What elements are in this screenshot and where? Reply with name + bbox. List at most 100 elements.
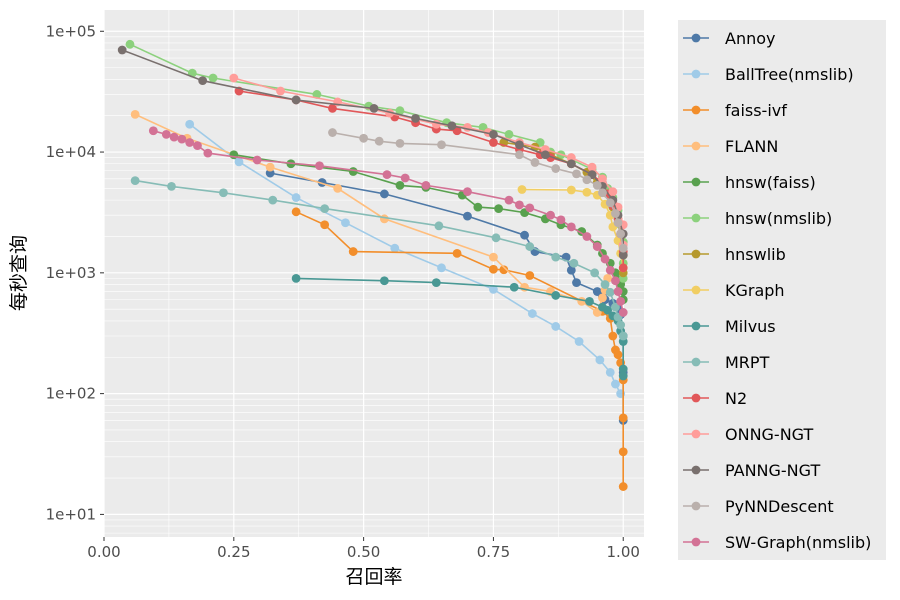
data-point — [390, 243, 400, 253]
data-point — [551, 291, 561, 300]
series-layer — [117, 39, 628, 491]
data-point — [169, 132, 179, 142]
series-line-panng-ngt — [121, 49, 625, 256]
data-point — [499, 265, 509, 275]
data-point — [605, 265, 615, 275]
data-point — [616, 320, 626, 330]
data-point — [229, 73, 239, 83]
series-balltree-nmslib — [185, 119, 626, 399]
data-point — [208, 73, 218, 83]
data-point — [618, 331, 628, 341]
data-point — [177, 134, 187, 144]
data-point — [447, 121, 457, 131]
legend-item: SW-Graph(nmslib) — [680, 526, 871, 558]
data-point — [520, 230, 529, 240]
data-point — [509, 282, 519, 292]
legend-item: hnswlib — [680, 238, 786, 270]
data-point — [341, 218, 350, 228]
legend: Annoy BallTree(nmslib) faiss-ivf FLANN hnsw(… — [678, 20, 886, 560]
legend-key-marker — [691, 141, 701, 151]
data-point — [130, 176, 140, 186]
series-pynndescent — [328, 128, 628, 253]
data-point — [473, 202, 483, 212]
data-point — [291, 273, 301, 283]
y-tick-label: 1e+02 — [46, 385, 96, 403]
x-tick-label: 0.50 — [347, 543, 380, 561]
data-point — [395, 180, 405, 190]
data-point — [595, 355, 605, 365]
legend-label: KGraph — [725, 281, 785, 300]
y-tick-label: 1e+05 — [46, 22, 96, 40]
data-point — [130, 109, 140, 119]
data-point — [600, 280, 610, 289]
data-point — [613, 350, 623, 360]
data-point — [618, 308, 628, 317]
legend-item: Milvus — [680, 310, 776, 342]
data-point — [320, 204, 330, 214]
data-point — [566, 222, 576, 232]
x-tick-label: 0.25 — [217, 543, 250, 561]
data-point — [431, 119, 441, 129]
legend-item: hnsw(nmslib) — [680, 202, 832, 234]
data-point — [489, 138, 498, 147]
data-point — [598, 188, 607, 198]
legend-key-marker — [691, 501, 701, 511]
data-point — [185, 138, 195, 147]
data-point — [291, 95, 301, 105]
data-point — [611, 209, 620, 218]
legend-key-marker — [691, 285, 701, 295]
data-point — [608, 331, 618, 341]
data-point — [328, 103, 337, 113]
legend-key-marker — [691, 33, 701, 43]
data-point — [582, 187, 592, 197]
data-point — [291, 207, 301, 217]
data-point — [566, 185, 576, 195]
legend-label: FLANN — [725, 137, 778, 156]
legend-label: Annoy — [725, 29, 775, 48]
data-point — [574, 337, 584, 346]
series-mrpt — [130, 176, 628, 341]
data-point — [611, 379, 620, 389]
data-point — [569, 258, 579, 268]
data-point — [525, 271, 535, 280]
data-point — [395, 138, 405, 148]
data-point — [504, 195, 514, 205]
data-point — [491, 233, 501, 243]
data-point — [252, 155, 262, 165]
data-point — [618, 250, 628, 260]
data-point — [198, 76, 208, 86]
data-point — [219, 188, 228, 198]
legend-label: SW-Graph(nmslib) — [725, 533, 871, 552]
gridlines — [103, 10, 644, 537]
legend-label: hnsw(faiss) — [725, 173, 816, 192]
x-axis-title: 召回率 — [345, 566, 402, 588]
data-point — [616, 229, 626, 239]
legend-item: FLANN — [680, 130, 778, 162]
legend-item: N2 — [680, 382, 747, 414]
data-point — [193, 141, 202, 151]
panel-background — [104, 10, 644, 537]
legend-label: hnswlib — [725, 245, 786, 264]
data-point — [546, 210, 555, 220]
data-point — [489, 284, 498, 294]
data-point — [514, 200, 524, 210]
legend-key-marker — [691, 393, 701, 403]
data-point — [431, 278, 441, 288]
legend-key-marker — [691, 357, 701, 367]
data-point — [525, 203, 535, 213]
series-sw-graph-nmslib — [148, 126, 628, 317]
data-point — [618, 482, 628, 491]
data-point — [592, 180, 602, 190]
x-tick-label: 0.00 — [87, 543, 120, 561]
data-point — [125, 39, 135, 49]
data-point — [551, 252, 561, 262]
data-point — [618, 371, 628, 381]
data-point — [489, 252, 498, 262]
data-point — [566, 265, 576, 275]
data-point — [585, 297, 594, 306]
data-point — [613, 287, 623, 296]
data-point — [566, 159, 576, 169]
data-point — [582, 175, 592, 185]
data-point — [605, 367, 615, 377]
data-point — [618, 364, 628, 374]
